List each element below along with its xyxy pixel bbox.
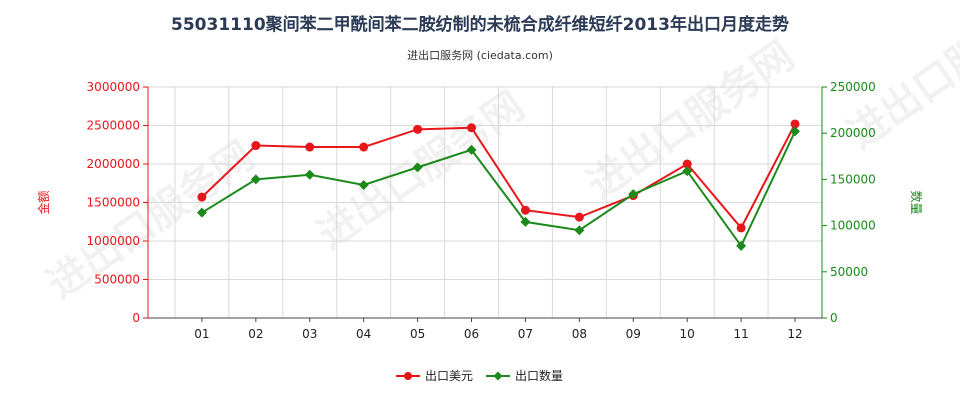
right-tick-label: 50000 — [830, 265, 868, 279]
series — [196, 119, 801, 251]
left-tick-label: 2500000 — [87, 119, 140, 133]
right-tick-label: 200000 — [830, 126, 876, 140]
left-tick-label: 0 — [132, 311, 140, 325]
right-axis-label: 数量 — [909, 190, 924, 214]
legend-label: 出口数量 — [515, 368, 563, 383]
x-tick-label: 11 — [733, 327, 748, 341]
legend-marker — [404, 372, 412, 380]
series-line — [201, 130, 796, 248]
right-tick-label: 150000 — [830, 172, 876, 186]
data-point — [358, 179, 369, 190]
chart-subtitle: 进出口服务网 (ciedata.com) — [407, 49, 553, 62]
x-tick-label: 06 — [464, 327, 479, 341]
legend-marker — [493, 371, 503, 381]
right-tick-label: 100000 — [830, 219, 876, 233]
left-axis-label: 金额 — [36, 190, 51, 214]
data-point — [682, 166, 693, 177]
data-point — [790, 119, 800, 129]
data-point — [413, 124, 423, 134]
x-tick-label: 05 — [410, 327, 425, 341]
data-point — [305, 142, 315, 152]
x-tick-label: 07 — [518, 327, 533, 341]
x-tick-label: 08 — [572, 327, 587, 341]
x-tick-label: 02 — [248, 327, 263, 341]
x-tick-label: 01 — [194, 327, 209, 341]
data-point — [736, 223, 746, 233]
right-tick-label: 250000 — [830, 80, 876, 94]
data-point — [359, 142, 369, 152]
data-point — [304, 169, 315, 180]
data-point — [197, 192, 207, 202]
data-point — [628, 189, 639, 200]
x-tick-label: 09 — [626, 327, 641, 341]
data-point — [196, 207, 207, 218]
legend-label: 出口美元 — [425, 369, 473, 383]
data-point — [682, 159, 692, 169]
data-point — [467, 123, 477, 133]
data-point — [251, 141, 261, 151]
x-tick-label: 10 — [680, 327, 695, 341]
series-line — [201, 123, 796, 230]
data-point — [412, 162, 423, 173]
left-tick-label: 1000000 — [87, 234, 140, 248]
x-tick-label: 12 — [787, 327, 802, 341]
x-tick-label: 03 — [302, 327, 317, 341]
data-point — [466, 144, 477, 155]
data-point — [250, 174, 261, 185]
left-tick-label: 500000 — [94, 273, 140, 287]
left-tick-label: 2000000 — [87, 157, 140, 171]
right-tick-label: 0 — [830, 311, 838, 325]
data-point — [790, 126, 801, 137]
x-tick-label: 04 — [356, 327, 371, 341]
left-tick-label: 1500000 — [87, 196, 140, 210]
data-point — [736, 240, 747, 251]
axes: 0500000100000015000002000000250000030000… — [36, 80, 924, 341]
data-point — [520, 205, 530, 215]
data-point — [574, 212, 584, 222]
chart-title: 55031110聚间苯二甲酰间苯二胺纺制的未梳合成纤维短纤2013年出口月度走势 — [171, 15, 789, 35]
watermark-text: 进出口服务网 — [579, 33, 802, 208]
data-point — [520, 216, 531, 227]
left-tick-label: 3000000 — [87, 80, 140, 94]
legend: 出口美元 出口数量 — [396, 368, 563, 383]
data-point — [574, 225, 585, 236]
